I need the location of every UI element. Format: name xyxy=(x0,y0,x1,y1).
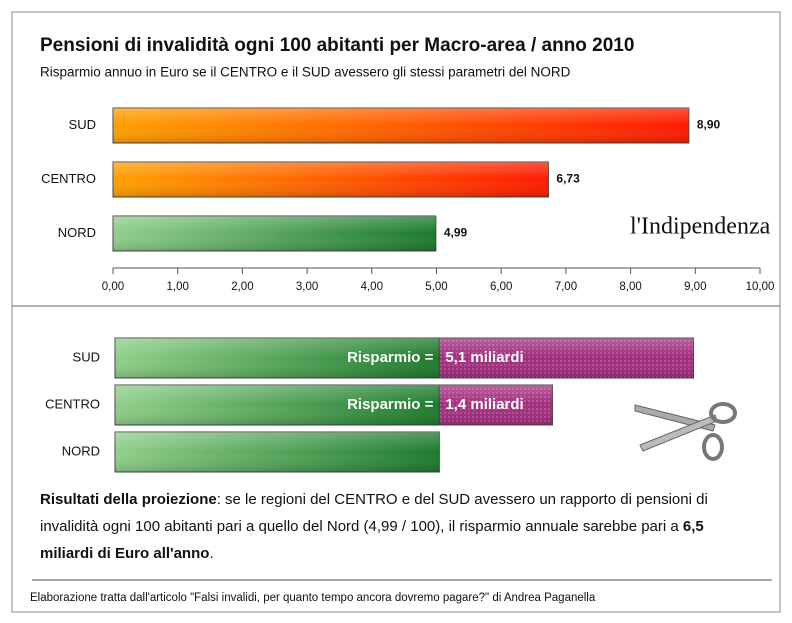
x-tick-label: 1,00 xyxy=(167,281,189,293)
x-tick-label: 9,00 xyxy=(684,281,706,293)
bar-shade xyxy=(115,385,440,425)
annotation-amount: 5,1 miliardi xyxy=(445,349,523,366)
bar-shade xyxy=(113,162,549,197)
annotation: Risparmio = xyxy=(347,349,434,366)
note-text: : se le regioni del CENTRO e del SUD ave… xyxy=(40,491,708,535)
y-tick-label: SUD xyxy=(69,117,96,132)
y-tick-label: SUD xyxy=(73,349,100,364)
bar-shade xyxy=(115,432,440,472)
note-text: Risultati della proiezione xyxy=(40,491,217,508)
data-label: 6,73 xyxy=(556,172,580,186)
x-tick-label: 10,00 xyxy=(746,281,775,293)
data-label: 8,90 xyxy=(697,118,721,132)
x-tick-label: 3,00 xyxy=(296,281,318,293)
x-tick-label: 5,00 xyxy=(425,281,447,293)
x-tick-label: 8,00 xyxy=(619,281,641,293)
x-tick-label: 2,00 xyxy=(231,281,253,293)
x-tick-label: 7,00 xyxy=(555,281,577,293)
annotation-amount: 1,4 miliardi xyxy=(445,396,523,413)
chart-title: Pensioni di invalidità ogni 100 abitanti… xyxy=(40,35,634,56)
x-tick-label: 6,00 xyxy=(490,281,512,293)
data-label: 4,99 xyxy=(444,226,468,240)
y-tick-label: NORD xyxy=(58,225,96,240)
chart-subtitle: Risparmio annuo in Euro se il CENTRO e i… xyxy=(40,65,571,80)
bar-shade xyxy=(439,338,694,378)
y-tick-label: CENTRO xyxy=(41,171,96,186)
note-text: 6,5 miliardi di Euro all'anno xyxy=(40,518,704,562)
note: Risultati della proiezione: se le region… xyxy=(40,486,740,567)
y-tick-label: CENTRO xyxy=(45,396,100,411)
bar-shade xyxy=(113,108,689,143)
logo: l'Indipendenza xyxy=(630,214,771,240)
scissors-icon xyxy=(634,402,737,461)
bar-shade xyxy=(439,385,553,425)
annotation: Risparmio = xyxy=(347,396,434,413)
x-tick-label: 0,00 xyxy=(102,281,124,293)
note-text: . xyxy=(209,545,214,562)
y-tick-label: NORD xyxy=(62,443,100,458)
source: Elaborazione tratta dall'articolo "Falsi… xyxy=(30,592,596,604)
bar-shade xyxy=(115,338,440,378)
bar-shade xyxy=(113,216,436,251)
x-tick-label: 4,00 xyxy=(361,281,383,293)
